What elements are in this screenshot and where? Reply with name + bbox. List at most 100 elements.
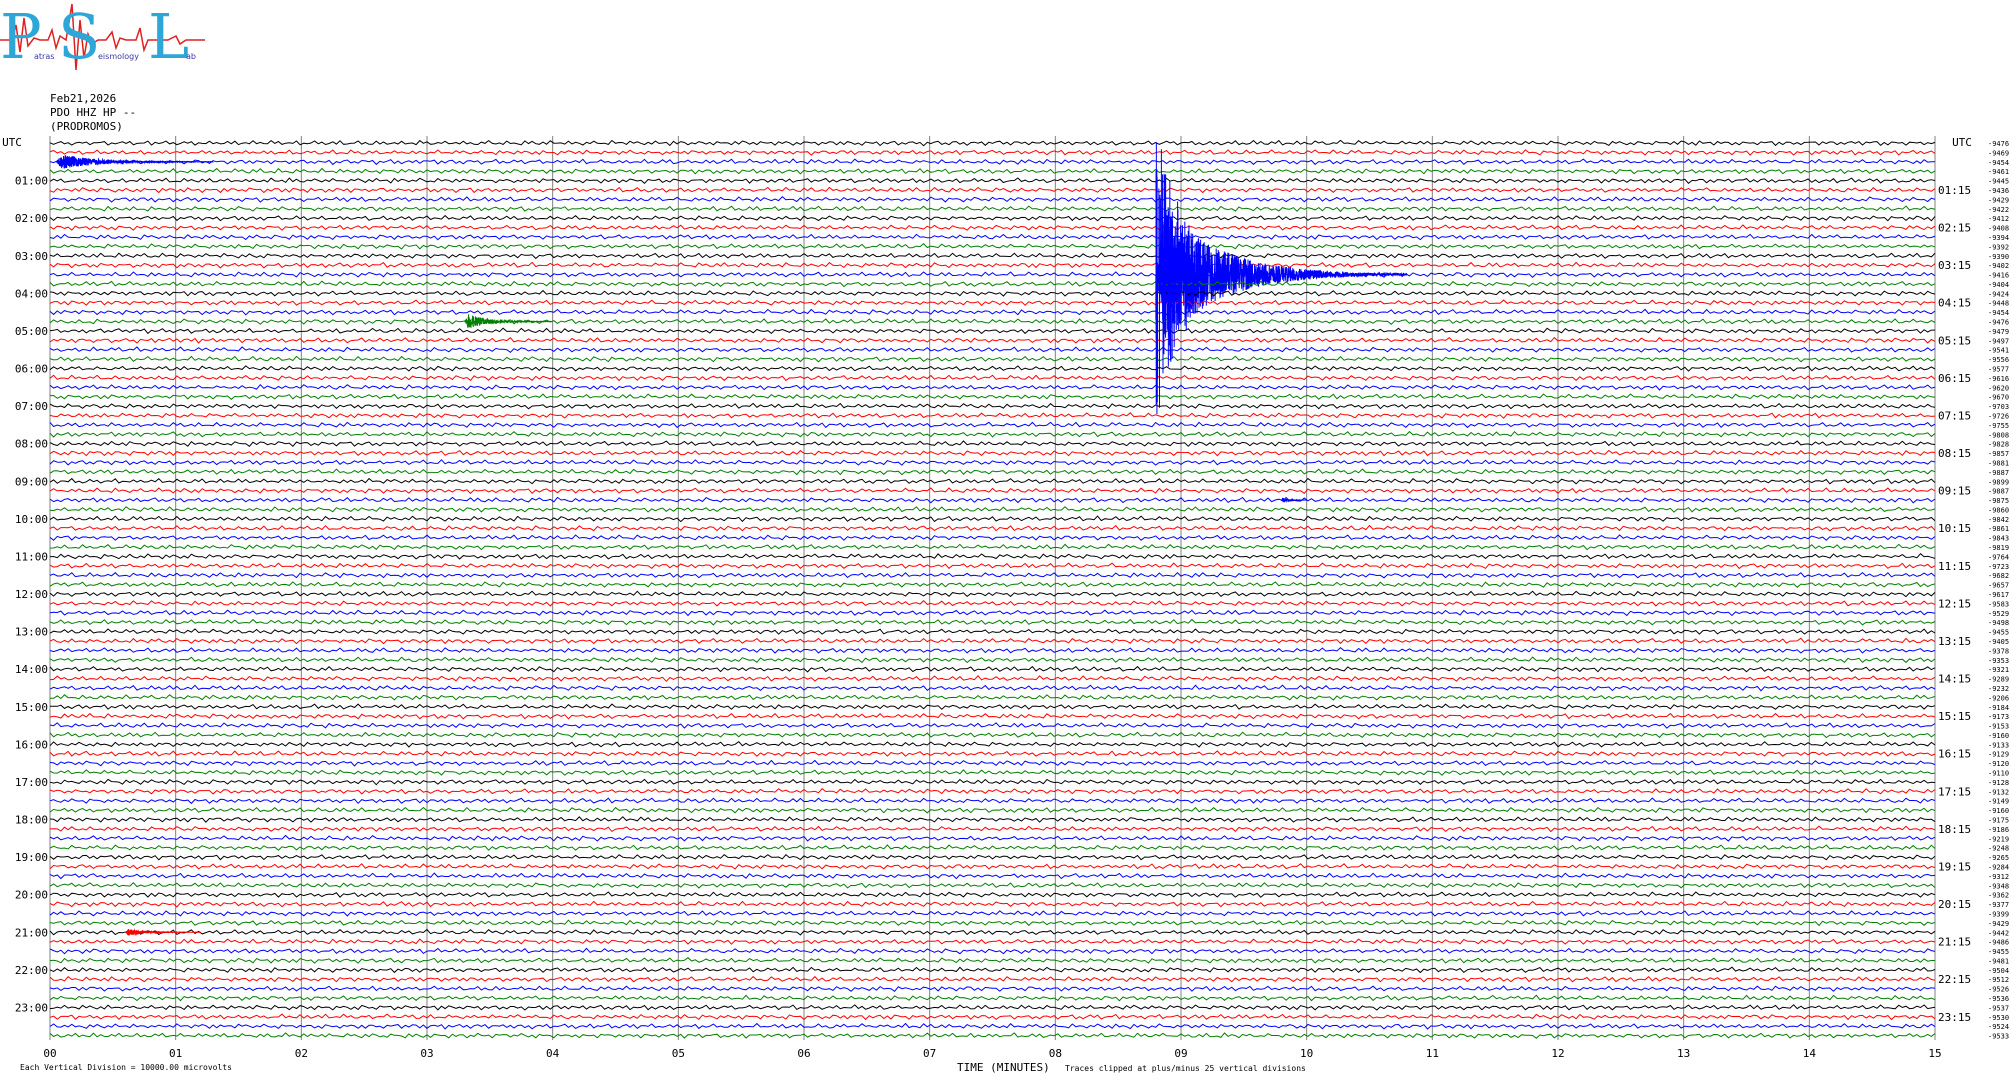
trace-offset-label: -9476	[1988, 319, 2009, 327]
trace-line	[50, 703, 1936, 710]
trace-offset-label: -9175	[1988, 817, 2009, 825]
logo-letter-s: S	[58, 0, 101, 73]
trace-offset-label: -9533	[1988, 1033, 2009, 1041]
trace-line	[49, 938, 1936, 945]
trace-line	[49, 947, 1936, 955]
trace-offset-label: -9429	[1988, 196, 2009, 204]
trace-offset-label: -9486	[1988, 939, 2009, 947]
trace-offset-label: -9128	[1988, 779, 2009, 787]
trace-offset-label: -9321	[1988, 666, 2009, 674]
logo-word-3: ab	[186, 52, 196, 61]
hour-label-right: 20:15	[1938, 898, 1971, 911]
trace-offset-label: -9861	[1988, 525, 2009, 533]
trace-line	[49, 562, 1936, 570]
x-tick-label: 11	[1426, 1047, 1439, 1060]
x-tick-label: 00	[43, 1047, 56, 1060]
hour-label-left: 07:00	[15, 400, 48, 413]
hour-label-left: 08:00	[15, 438, 48, 451]
trace-line	[49, 985, 1936, 992]
trace-line	[49, 430, 1936, 438]
trace-line	[49, 919, 1936, 927]
trace-offset-label: -9875	[1988, 497, 2009, 505]
trace-offset-label: -9828	[1988, 441, 2009, 449]
trace-offset-label: -9284	[1988, 863, 2009, 871]
trace-line	[49, 675, 1936, 683]
trace-offset-label: -9422	[1988, 206, 2009, 214]
trace-line	[49, 637, 1936, 645]
trace-offset-label: -9184	[1988, 704, 2009, 712]
x-tick-label: 12	[1551, 1047, 1564, 1060]
trace-line	[49, 600, 1936, 607]
logo-word-1: atras	[34, 52, 55, 61]
utc-label-left: UTC	[2, 136, 22, 149]
trace-line	[49, 872, 1936, 880]
trace-line	[49, 336, 1936, 344]
psl-logo: P atras S eismology L ab	[0, 0, 205, 75]
trace-line	[49, 383, 1936, 391]
trace-line	[49, 374, 1936, 382]
trace-line	[49, 393, 1936, 400]
x-axis-label: TIME (MINUTES)	[957, 1061, 1050, 1074]
trace-offset-label: -9755	[1988, 422, 2009, 430]
trace-offset-label: -9390	[1988, 253, 2009, 261]
trace-offset-label: -9497	[1988, 337, 2009, 345]
trace-offset-label: -9529	[1988, 610, 2009, 618]
trace-offset-label: -9537	[1988, 1004, 2009, 1012]
trace-line	[49, 957, 1935, 964]
trace-offset-label: -9132	[1988, 788, 2009, 796]
trace-line	[49, 402, 1936, 410]
trace-line	[49, 299, 1936, 307]
trace-offset-label: -9469	[1988, 149, 2009, 157]
trace-offset-label: -9348	[1988, 882, 2009, 890]
trace-offset-label: -9133	[1988, 741, 2009, 749]
hour-label-left: 05:00	[15, 325, 48, 338]
trace-line	[49, 515, 1936, 523]
trace-line	[49, 1013, 1936, 1021]
trace-offset-label: -9454	[1988, 159, 2009, 167]
trace-offset-label: -9887	[1988, 469, 2009, 477]
trace-line	[49, 496, 1936, 504]
trace-offset-label: -9512	[1988, 976, 2009, 984]
hour-label-left: 20:00	[15, 889, 48, 902]
hour-label-left: 22:00	[15, 964, 48, 977]
trace-line	[49, 327, 1935, 335]
hour-label-left: 03:00	[15, 250, 48, 263]
trace-line	[49, 440, 1936, 448]
event-trace	[55, 155, 214, 169]
hour-label-left: 19:00	[15, 851, 48, 864]
trace-line	[49, 618, 1936, 626]
trace-offset-label: -9723	[1988, 563, 2009, 571]
trace-line	[49, 816, 1936, 823]
trace-offset-label: -9129	[1988, 751, 2009, 759]
trace-offset-label: -9481	[1988, 957, 2009, 965]
hour-label-right: 23:15	[1938, 1011, 1971, 1024]
trace-line	[49, 355, 1936, 363]
trace-line	[49, 412, 1936, 419]
hour-label-right: 01:15	[1938, 184, 1971, 197]
trace-line	[49, 252, 1936, 260]
hour-label-left: 18:00	[15, 814, 48, 827]
trace-offset-label: -9530	[1988, 1014, 2009, 1022]
trace-line	[49, 750, 1936, 757]
logo-trace	[0, 3, 205, 71]
trace-offset-label: -9377	[1988, 901, 2009, 909]
x-tick-label: 02	[295, 1047, 308, 1060]
logo-letter-p: P	[0, 0, 42, 73]
trace-line	[49, 553, 1936, 560]
x-tick-label: 08	[1049, 1047, 1062, 1060]
trace-offset-label: -9703	[1988, 403, 2009, 411]
trace-offset-label: -9160	[1988, 732, 2009, 740]
trace-offset-label: -9404	[1988, 281, 2009, 289]
trace-line	[49, 740, 1936, 748]
trace-line	[49, 459, 1936, 466]
trace-line	[49, 910, 1936, 917]
trace-line	[50, 694, 1936, 701]
trace-line	[49, 834, 1936, 842]
trace-offset-label: -9153	[1988, 723, 2009, 731]
hour-label-left: 02:00	[15, 212, 48, 225]
hour-label-left: 15:00	[15, 701, 48, 714]
trace-line	[49, 722, 1936, 729]
trace-line	[49, 854, 1936, 861]
trace-offset-label: -9429	[1988, 920, 2009, 928]
hour-label-right: 19:15	[1938, 860, 1971, 873]
